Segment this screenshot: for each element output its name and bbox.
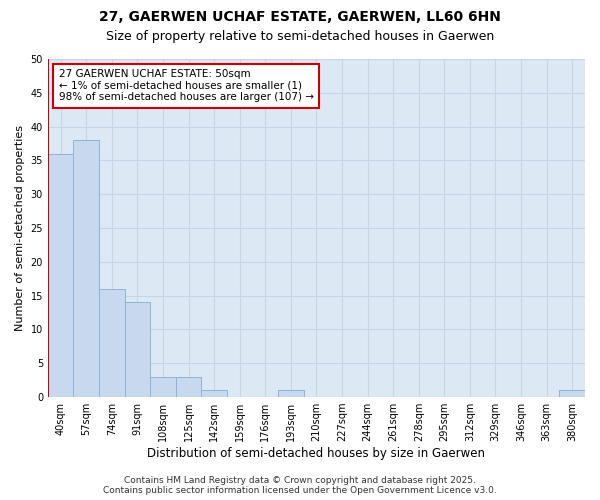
Bar	[125, 302, 150, 397]
Bar	[278, 390, 304, 397]
Bar	[99, 289, 125, 397]
Text: 27, GAERWEN UCHAF ESTATE, GAERWEN, LL60 6HN: 27, GAERWEN UCHAF ESTATE, GAERWEN, LL60 …	[99, 10, 501, 24]
Text: 27 GAERWEN UCHAF ESTATE: 50sqm
← 1% of semi-detached houses are smaller (1)
98% : 27 GAERWEN UCHAF ESTATE: 50sqm ← 1% of s…	[59, 69, 314, 102]
Bar	[150, 377, 176, 397]
Bar	[176, 377, 202, 397]
Bar	[48, 154, 73, 397]
Text: Size of property relative to semi-detached houses in Gaerwen: Size of property relative to semi-detach…	[106, 30, 494, 43]
Text: Contains HM Land Registry data © Crown copyright and database right 2025.
Contai: Contains HM Land Registry data © Crown c…	[103, 476, 497, 495]
Bar	[559, 390, 585, 397]
Y-axis label: Number of semi-detached properties: Number of semi-detached properties	[15, 125, 25, 331]
X-axis label: Distribution of semi-detached houses by size in Gaerwen: Distribution of semi-detached houses by …	[148, 447, 485, 460]
Bar	[202, 390, 227, 397]
Bar	[73, 140, 99, 397]
